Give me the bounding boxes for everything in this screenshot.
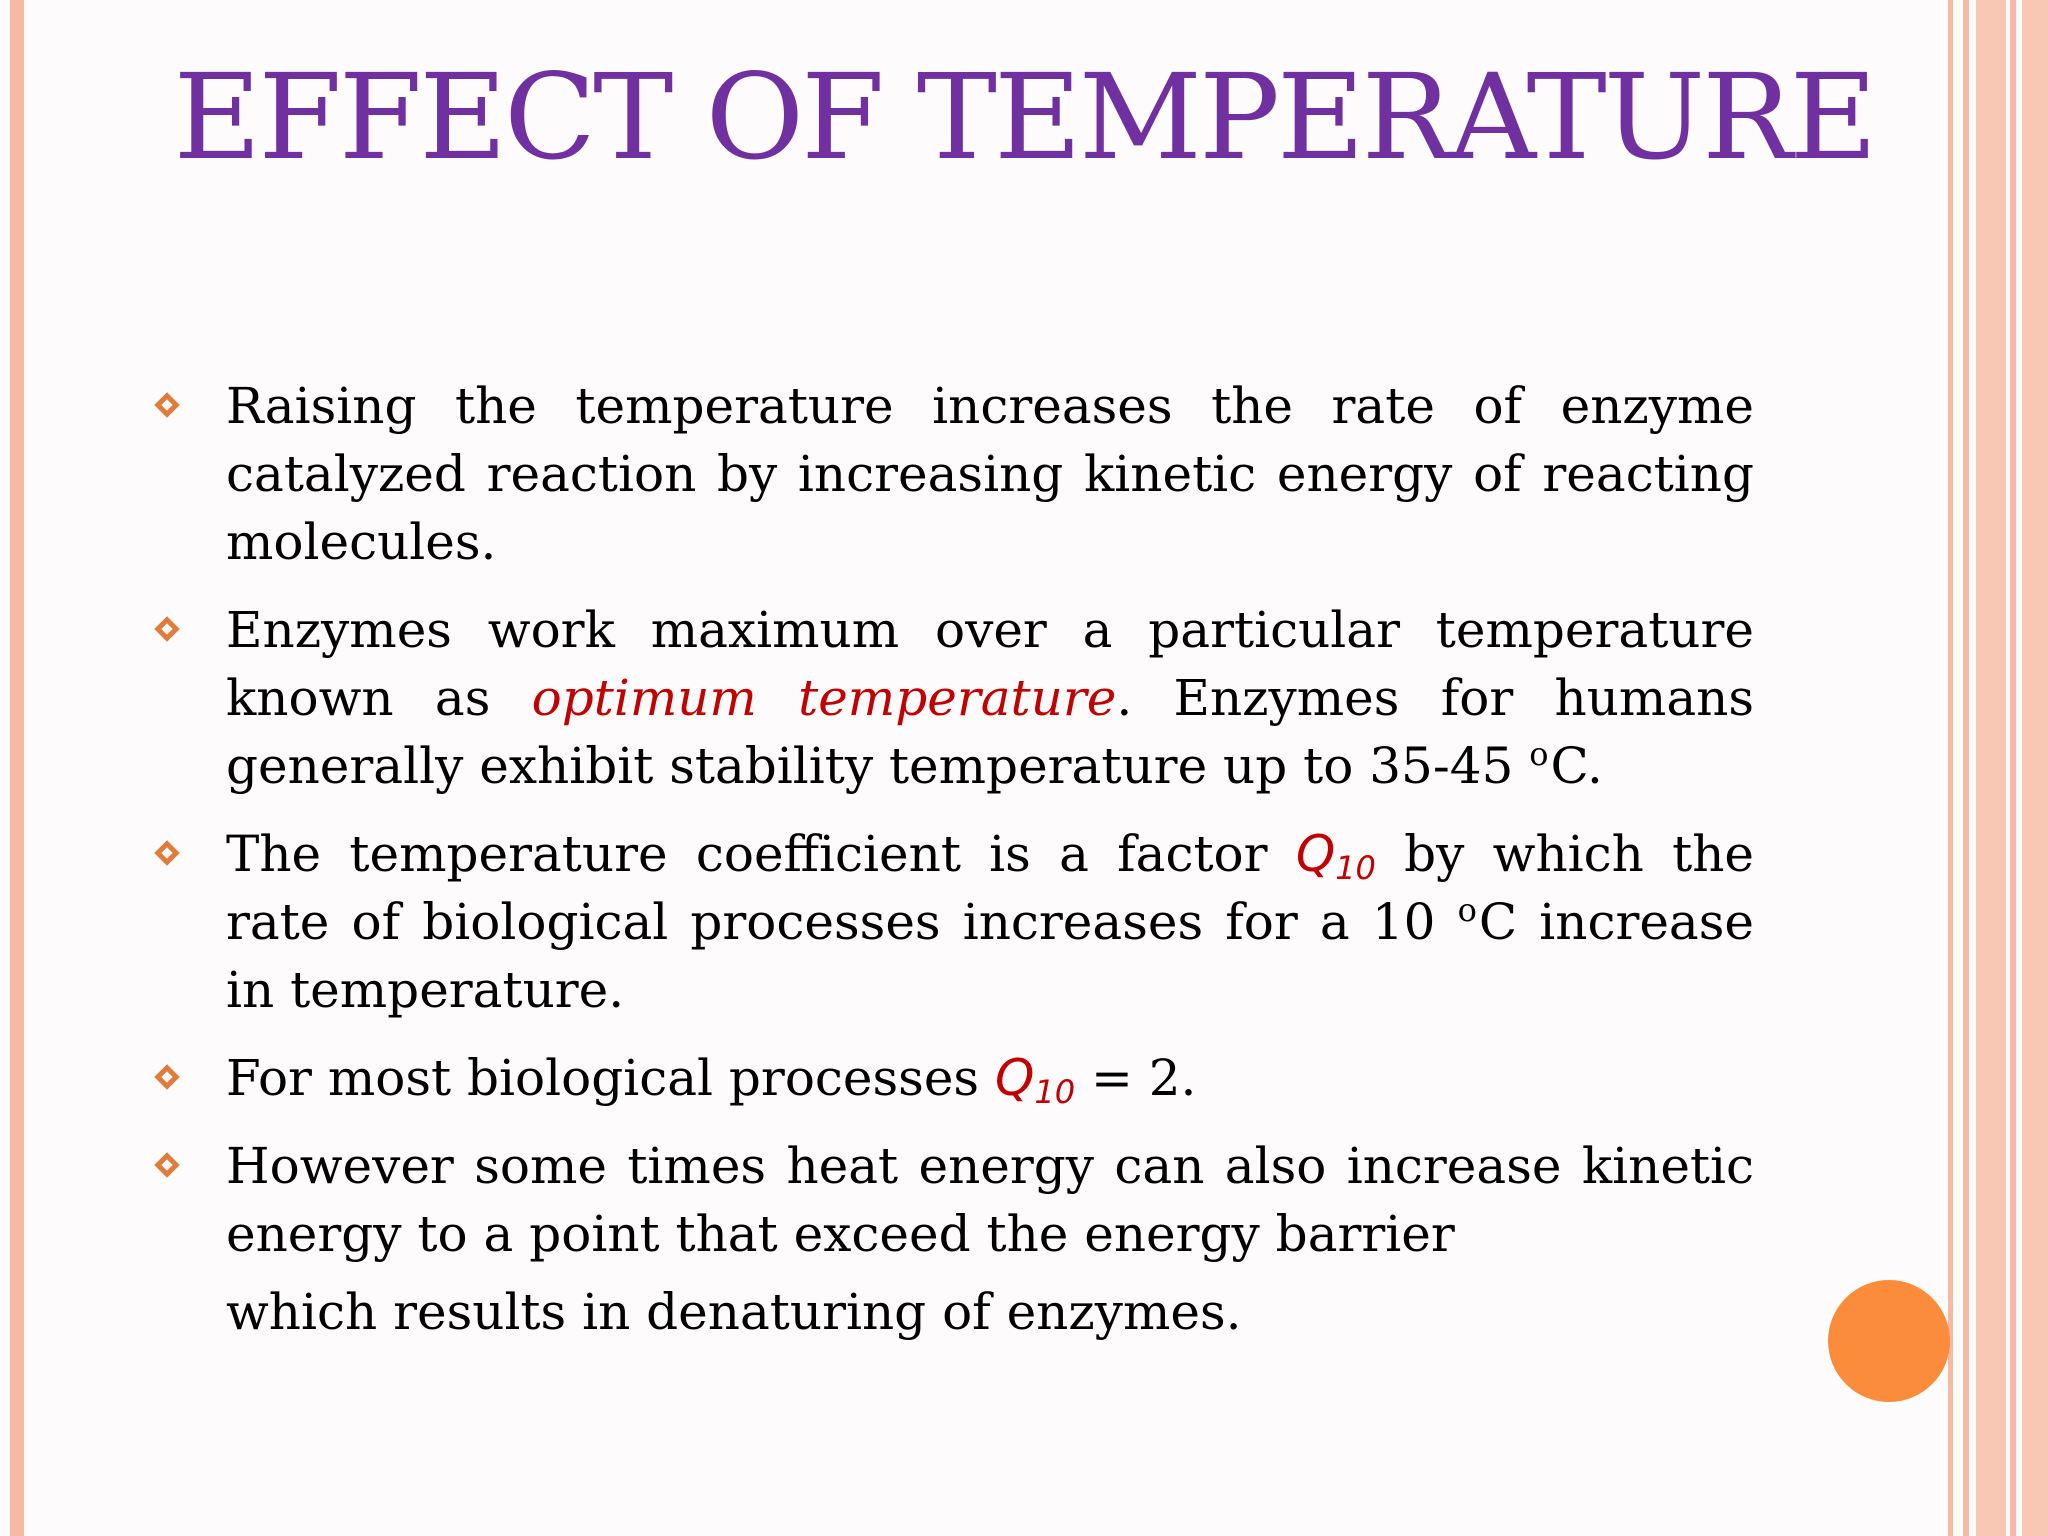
right-border-stripes	[1948, 0, 2048, 1536]
degree-symbol: o	[1457, 891, 1477, 929]
bullet-item-4: For most biological processes Q10 = 2.	[154, 1044, 1754, 1112]
q10-symbol: Q10	[1295, 825, 1376, 887]
diamond-bullet-icon	[154, 840, 180, 866]
bullet-text: = 2.	[1075, 1049, 1197, 1107]
optimum-temperature-term: optimum temperature	[531, 669, 1117, 727]
bullet-text: For most biological processes	[226, 1049, 995, 1107]
bullet-item-3: The temperature coefficient is a factor …	[154, 820, 1755, 1024]
bullet-text: Raising the temperature increases the ra…	[226, 377, 1754, 571]
bullet-text-last-line: which results in denaturing of enzymes.	[226, 1283, 1242, 1341]
diamond-bullet-icon	[154, 616, 180, 642]
bullet-text: . Enzymes for humans generally exhibit s…	[226, 669, 1754, 795]
diamond-bullet-icon	[154, 1064, 180, 1090]
q10-symbol: Q10	[994, 1049, 1076, 1111]
bullet-item-5: However some times heat energy can also …	[154, 1132, 1754, 1346]
diamond-bullet-icon	[154, 1152, 180, 1178]
bullet-item-1: Raising the temperature increases the ra…	[154, 372, 1754, 576]
decorative-orange-circle	[1828, 1280, 1950, 1402]
bullet-text: However some times heat energy can also …	[226, 1137, 1754, 1263]
bullet-text: Enzymes work maximum over a particular t…	[226, 601, 1754, 727]
degree-symbol: o	[1529, 735, 1549, 773]
bullet-text: C increase in temperature.	[226, 893, 1754, 1019]
bullet-text: The temperature coefficient is a factor	[226, 825, 1296, 883]
diamond-bullet-icon	[154, 392, 180, 418]
bullet-item-2: Enzymes work maximum over a particular t…	[154, 596, 1754, 800]
left-border-stripe	[10, 0, 24, 1536]
bullet-text: C.	[1550, 737, 1603, 795]
slide-title: EFFECT OF TEMPERATURE	[173, 48, 1878, 186]
bullet-text: by which the rate of biological processe…	[226, 825, 1755, 951]
bullet-list: Raising the temperature increases the ra…	[154, 372, 1755, 1366]
